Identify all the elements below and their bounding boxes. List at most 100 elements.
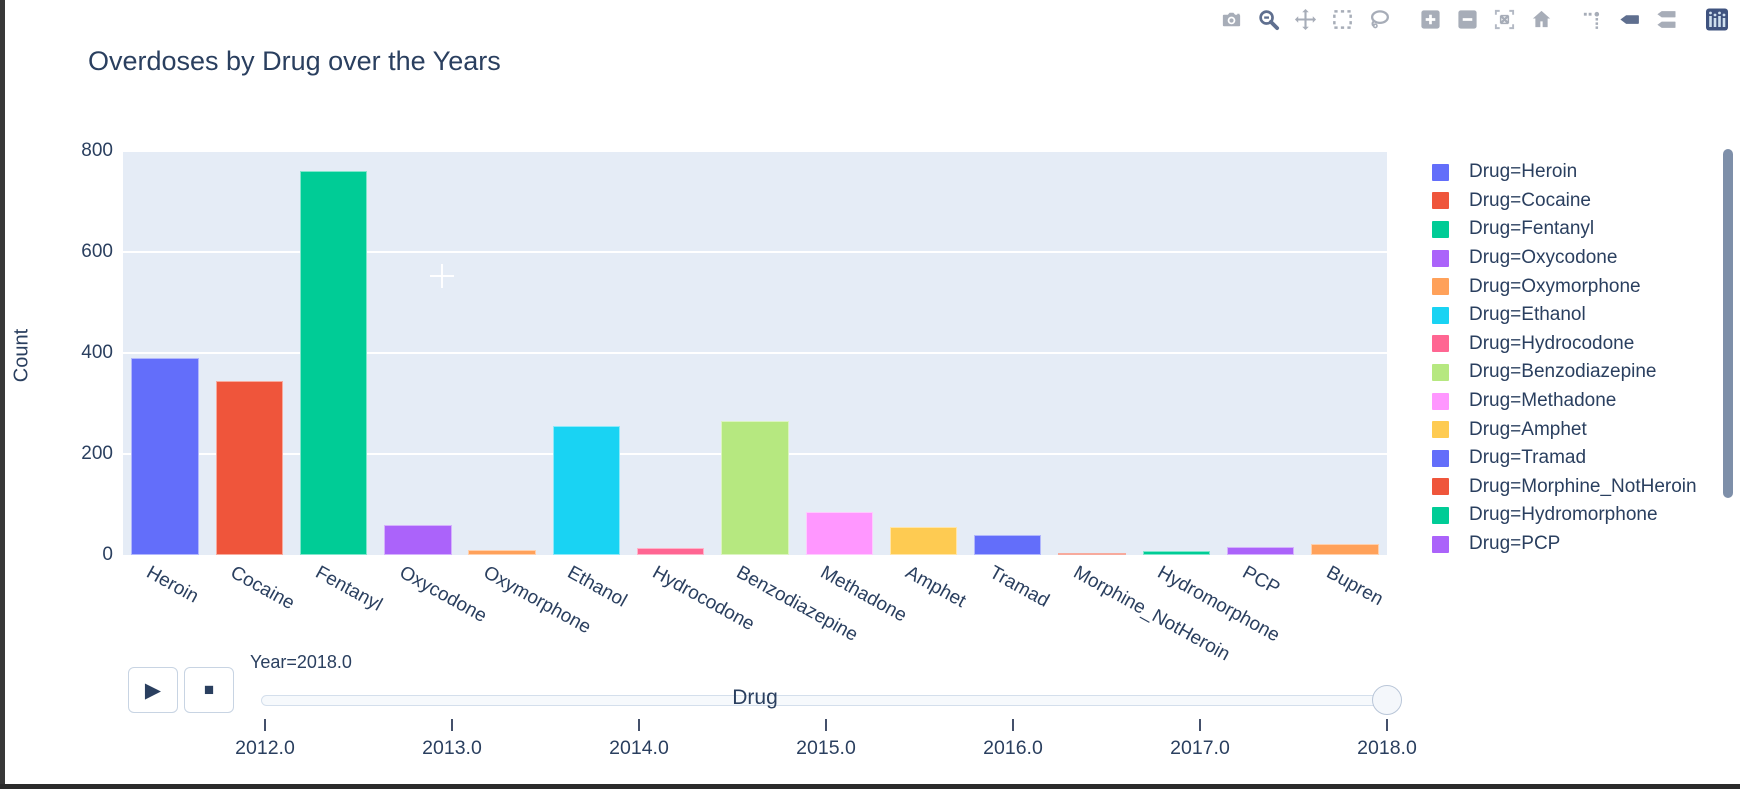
gridline-y-800 xyxy=(123,150,1387,152)
slider-tick-mark-2013.0 xyxy=(451,719,453,731)
legend-item-benzodiazepine[interactable]: Drug=Benzodiazepine xyxy=(1432,358,1697,387)
legend-label: Drug=PCP xyxy=(1469,533,1561,555)
bar-cocaine[interactable] xyxy=(215,380,284,555)
bar-oxymorphone[interactable] xyxy=(468,549,536,555)
modebar-group-main xyxy=(1206,7,1391,31)
slider-tick-label-2015.0: 2015.0 xyxy=(796,737,856,759)
hover-closest-icon[interactable] xyxy=(1617,7,1641,31)
zoom-in-icon[interactable] xyxy=(1418,7,1442,31)
y-axis-title: Count xyxy=(10,328,33,383)
x-tick-label-bupren: Bupren xyxy=(1322,562,1387,611)
bar-benzodiazepine[interactable] xyxy=(721,421,789,555)
legend-label: Drug=Heroin xyxy=(1469,161,1578,183)
legend-label: Drug=Hydromorphone xyxy=(1469,504,1658,526)
legend-item-amphet[interactable]: Drug=Amphet xyxy=(1432,415,1697,444)
slider-tick-label-2018.0: 2018.0 xyxy=(1357,737,1417,759)
x-tick-label-amphet: Amphet xyxy=(901,562,969,613)
legend-label: Drug=Benzodiazepine xyxy=(1469,361,1657,383)
bar-morphine_notheroin[interactable] xyxy=(1058,553,1126,555)
stop-button[interactable]: ■ xyxy=(184,667,234,713)
slider-tick-mark-2017.0 xyxy=(1199,719,1201,731)
modebar-group-logo xyxy=(1692,7,1729,31)
bar-heroin[interactable] xyxy=(131,358,199,555)
plotly-logo-icon[interactable] xyxy=(1705,7,1729,31)
legend-label: Drug=Tramad xyxy=(1469,447,1587,469)
slider-tick-mark-2016.0 xyxy=(1012,719,1014,731)
legend-swatch xyxy=(1432,163,1449,181)
x-tick-label-heroin: Heroin xyxy=(142,562,203,608)
modebar-group-hover xyxy=(1567,7,1678,31)
modebar xyxy=(1192,7,1729,31)
bar-amphet[interactable] xyxy=(889,527,958,555)
bar-ethanol[interactable] xyxy=(552,426,621,555)
bar-fentanyl[interactable] xyxy=(299,171,368,555)
legend-item-hydromorphone[interactable]: Drug=Hydromorphone xyxy=(1432,501,1697,530)
legend-item-heroin[interactable]: Drug=Heroin xyxy=(1432,158,1697,187)
legend-label: Drug=Ethanol xyxy=(1469,304,1586,326)
zoom-out-icon[interactable] xyxy=(1455,7,1479,31)
hover-compare-icon[interactable] xyxy=(1654,7,1678,31)
bar-hydrocodone[interactable] xyxy=(637,547,705,555)
reset-axes-icon[interactable] xyxy=(1529,7,1553,31)
lasso-select-icon[interactable] xyxy=(1367,7,1391,31)
bar-pcp[interactable] xyxy=(1226,546,1295,555)
bar-hydromorphone[interactable] xyxy=(1142,551,1211,555)
legend-swatch xyxy=(1432,449,1449,467)
legend-item-fentanyl[interactable]: Drug=Fentanyl xyxy=(1432,215,1697,244)
legend-item-oxycodone[interactable]: Drug=Oxycodone xyxy=(1432,244,1697,273)
legend-label: Drug=Amphet xyxy=(1469,418,1587,440)
slider-tick-label-2017.0: 2017.0 xyxy=(1170,737,1230,759)
legend-label: Drug=Oxymorphone xyxy=(1469,275,1641,297)
window-border-bottom xyxy=(0,784,1740,789)
legend-label: Drug=Cocaine xyxy=(1469,189,1591,211)
legend-swatch xyxy=(1432,535,1449,553)
legend-label: Drug=Hydrocodone xyxy=(1469,332,1635,354)
legend-item-pcp[interactable]: Drug=PCP xyxy=(1432,530,1697,559)
slider-handle[interactable] xyxy=(1372,685,1402,715)
x-tick-label-cocaine: Cocaine xyxy=(227,562,299,615)
bar-bupren[interactable] xyxy=(1311,543,1379,555)
y-tick-label-800: 800 xyxy=(81,140,113,161)
box-select-icon[interactable] xyxy=(1330,7,1354,31)
play-button[interactable]: ▶ xyxy=(128,667,178,713)
y-tick-label-600: 600 xyxy=(81,241,113,262)
legend-item-morphine_notheroin[interactable]: Drug=Morphine_NotHeroin xyxy=(1432,473,1697,502)
legend-swatch xyxy=(1432,192,1449,210)
legend-item-methadone[interactable]: Drug=Methadone xyxy=(1432,387,1697,416)
slider-tick-label-2012.0: 2012.0 xyxy=(235,737,295,759)
bar-oxycodone[interactable] xyxy=(384,524,452,555)
stop-icon: ■ xyxy=(203,680,215,699)
legend-item-cocaine[interactable]: Drug=Cocaine xyxy=(1432,187,1697,216)
gridline-y-400 xyxy=(123,352,1387,354)
bar-methadone[interactable] xyxy=(805,512,873,555)
legend-item-hydrocodone[interactable]: Drug=Hydrocodone xyxy=(1432,330,1697,359)
legend-item-ethanol[interactable]: Drug=Ethanol xyxy=(1432,301,1697,330)
legend-item-oxymorphone[interactable]: Drug=Oxymorphone xyxy=(1432,272,1697,301)
slider-tick-mark-2018.0 xyxy=(1386,719,1388,731)
legend-item-tramad[interactable]: Drug=Tramad xyxy=(1432,444,1697,473)
legend-scrollbar[interactable] xyxy=(1723,149,1733,498)
legend-swatch xyxy=(1432,249,1449,267)
current-frame-label: Year=2018.0 xyxy=(250,652,352,672)
legend-label: Drug=Methadone xyxy=(1469,390,1617,412)
spikelines-icon[interactable] xyxy=(1580,7,1604,31)
bar-tramad[interactable] xyxy=(974,534,1042,555)
legend-swatch xyxy=(1432,335,1449,353)
legend: Drug=Heroin Drug=Cocaine Drug=Fentanyl Drug… xyxy=(1432,158,1697,558)
legend-swatch xyxy=(1432,421,1449,439)
legend-label: Drug=Morphine_NotHeroin xyxy=(1469,475,1697,497)
pan-icon[interactable] xyxy=(1293,7,1317,31)
x-tick-label-pcp: PCP xyxy=(1238,562,1283,600)
legend-label: Drug=Fentanyl xyxy=(1469,218,1595,240)
autoscale-icon[interactable] xyxy=(1492,7,1516,31)
legend-swatch xyxy=(1432,363,1449,381)
slider-tick-label-2014.0: 2014.0 xyxy=(609,737,669,759)
legend-swatch xyxy=(1432,478,1449,496)
chart-title: Overdoses by Drug over the Years xyxy=(88,46,501,76)
legend-swatch xyxy=(1432,392,1449,410)
camera-icon[interactable] xyxy=(1219,7,1243,31)
zoom-icon[interactable] xyxy=(1256,7,1280,31)
plot-area[interactable] xyxy=(123,150,1387,555)
slider-tick-mark-2012.0 xyxy=(264,719,266,731)
